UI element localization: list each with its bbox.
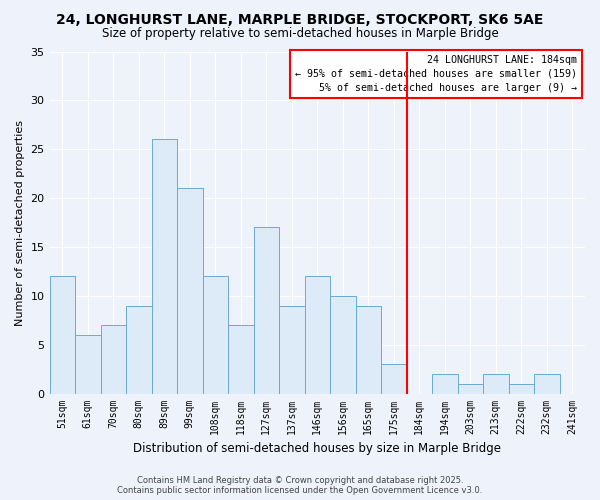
Bar	[509, 384, 534, 394]
Bar	[381, 364, 407, 394]
Y-axis label: Number of semi-detached properties: Number of semi-detached properties	[15, 120, 25, 326]
Bar	[126, 306, 152, 394]
Text: Contains HM Land Registry data © Crown copyright and database right 2025.
Contai: Contains HM Land Registry data © Crown c…	[118, 476, 482, 495]
Bar	[483, 374, 509, 394]
Bar	[534, 374, 560, 394]
Bar	[305, 276, 330, 394]
X-axis label: Distribution of semi-detached houses by size in Marple Bridge: Distribution of semi-detached houses by …	[133, 442, 501, 455]
Text: 24, LONGHURST LANE, MARPLE BRIDGE, STOCKPORT, SK6 5AE: 24, LONGHURST LANE, MARPLE BRIDGE, STOCK…	[56, 12, 544, 26]
Bar	[228, 325, 254, 394]
Bar	[330, 296, 356, 394]
Bar	[279, 306, 305, 394]
Bar	[75, 335, 101, 394]
Bar	[356, 306, 381, 394]
Text: 24 LONGHURST LANE: 184sqm
← 95% of semi-detached houses are smaller (159)
5% of : 24 LONGHURST LANE: 184sqm ← 95% of semi-…	[295, 55, 577, 93]
Bar	[101, 325, 126, 394]
Bar	[458, 384, 483, 394]
Bar	[152, 140, 177, 394]
Text: Size of property relative to semi-detached houses in Marple Bridge: Size of property relative to semi-detach…	[101, 28, 499, 40]
Bar	[254, 228, 279, 394]
Bar	[432, 374, 458, 394]
Bar	[50, 276, 75, 394]
Bar	[203, 276, 228, 394]
Bar	[177, 188, 203, 394]
